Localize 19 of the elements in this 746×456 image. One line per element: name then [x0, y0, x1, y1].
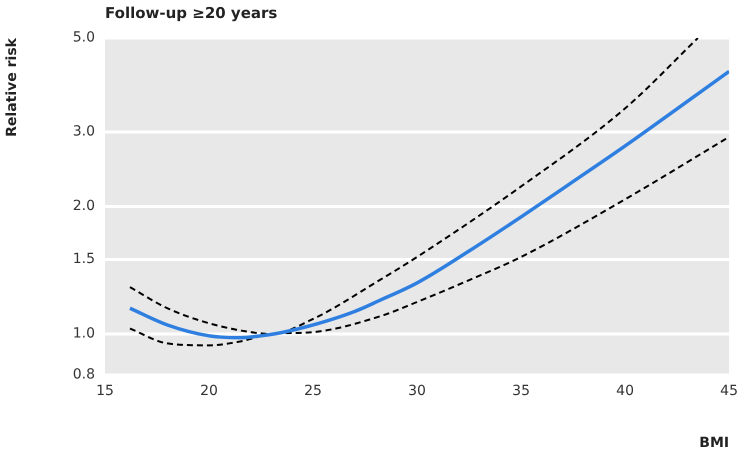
y-tick-label: 0.8 — [72, 366, 95, 383]
line-series — [128, 136, 730, 346]
y-tick-label: 3.0 — [72, 124, 95, 140]
y-tick-label: 1.0 — [72, 326, 95, 342]
x-tick-label: 35 — [512, 383, 530, 400]
y-tick-label: 1.5 — [72, 251, 95, 268]
x-tick-label: 30 — [408, 383, 426, 400]
x-tick-label: 15 — [96, 383, 114, 400]
x-tick-label: 20 — [200, 383, 218, 400]
line-series — [128, 38, 699, 335]
chart-title: Follow-up ≥20 years — [105, 4, 278, 22]
x-tick-label: 45 — [720, 383, 738, 400]
x-tick-label: 40 — [616, 383, 634, 400]
y-tick-label: 2.0 — [72, 198, 95, 214]
x-axis-title: BMI — [699, 435, 730, 452]
y-axis-title: Relative risk — [4, 37, 20, 137]
x-tick-label: 25 — [304, 383, 322, 400]
line-series — [128, 70, 730, 340]
y-tick-label: 5.0 — [72, 30, 95, 46]
